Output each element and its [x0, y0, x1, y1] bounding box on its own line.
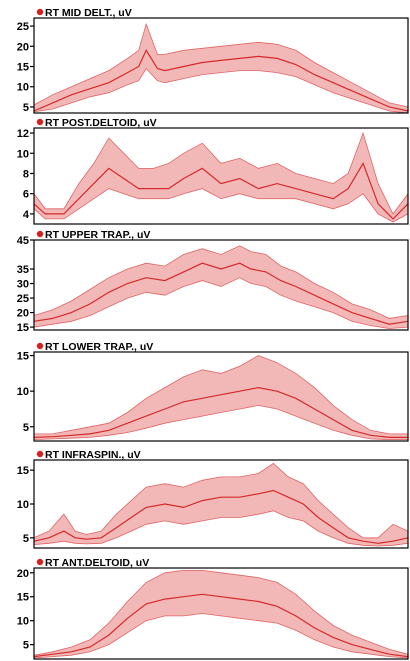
y-tick-label: 5 [23, 422, 29, 434]
title-dot-icon [36, 8, 44, 16]
emg-panel-4: 5 10 15 RT LOWER TRAP., uV [17, 341, 409, 442]
y-tick-label: 20 [17, 568, 29, 580]
y-tick-label: 30 [17, 279, 29, 291]
title-dot-icon [36, 118, 44, 126]
y-tick-label: 10 [17, 148, 29, 160]
plot-frame [33, 351, 409, 442]
emg-panel-1: 5 10 15 20 25 RT MID DELT., uV [17, 7, 409, 114]
y-tick-label: 25 [17, 21, 29, 33]
title-dot-icon [36, 558, 44, 566]
y-tick-label: 5 [23, 102, 29, 114]
panel-title: RT INFRASPIN., uV [45, 449, 141, 461]
plot-frame [33, 239, 409, 331]
y-tick-label: 10 [17, 616, 29, 628]
y-tick-label: 5 [23, 533, 29, 545]
y-tick-label: 10 [17, 386, 29, 398]
mean-line [33, 162, 409, 220]
y-tick-label: 45 [17, 235, 29, 247]
y-tick-label: 6 [23, 189, 29, 201]
title-dot-icon [36, 230, 44, 238]
emg-panel-5: 5 10 15 RT INFRASPIN., uV [17, 449, 409, 549]
panel-title: RT MID DELT., uV [45, 7, 132, 19]
plot-frame [33, 127, 409, 225]
panel-title: RT UPPER TRAP., uV [45, 229, 150, 241]
y-tick-label: 8 [23, 168, 29, 180]
y-tick-label: 10 [17, 499, 29, 511]
mean-line [33, 262, 409, 325]
plot-frame [33, 567, 409, 660]
emg-panel-2: 4 6 8 10 12 RT POST.DELTOID, uV [17, 117, 409, 225]
variability-band [33, 245, 409, 329]
y-tick-label: 35 [17, 264, 29, 276]
mean-line [33, 386, 408, 438]
y-tick-label: 15 [17, 465, 29, 477]
variability-band [33, 131, 409, 223]
emg-panel-6: 5 10 15 20 RT ANT.DELTOID, uV [17, 557, 409, 660]
y-tick-label: 20 [17, 308, 29, 320]
mean-line [33, 49, 409, 112]
y-tick-label: 15 [17, 62, 29, 74]
panel-title: RT ANT.DELTOID, uV [45, 557, 149, 569]
mean-line [33, 593, 409, 658]
title-dot-icon [36, 450, 44, 458]
title-dot-icon [36, 342, 44, 350]
y-tick-label: 4 [23, 209, 30, 221]
y-tick-label: 15 [17, 351, 29, 363]
y-tick-label: 15 [17, 322, 29, 334]
panel-title: RT LOWER TRAP., uV [45, 341, 153, 353]
y-tick-label: 15 [17, 592, 29, 604]
y-tick-label: 10 [17, 82, 29, 94]
y-tick-label: 5 [23, 640, 29, 652]
mean-line [33, 489, 409, 544]
variability-band [33, 355, 409, 441]
plot-frame [33, 17, 409, 114]
emg-panel-3: 15 20 25 30 35 45 RT UPPER TRAP., uV [17, 229, 409, 334]
y-tick-label: 25 [17, 293, 29, 305]
y-tick-label: 20 [17, 41, 29, 53]
variability-band [33, 22, 409, 114]
variability-band [33, 462, 409, 547]
y-tick-label: 12 [17, 128, 29, 140]
panel-title: RT POST.DELTOID, uV [45, 117, 157, 129]
